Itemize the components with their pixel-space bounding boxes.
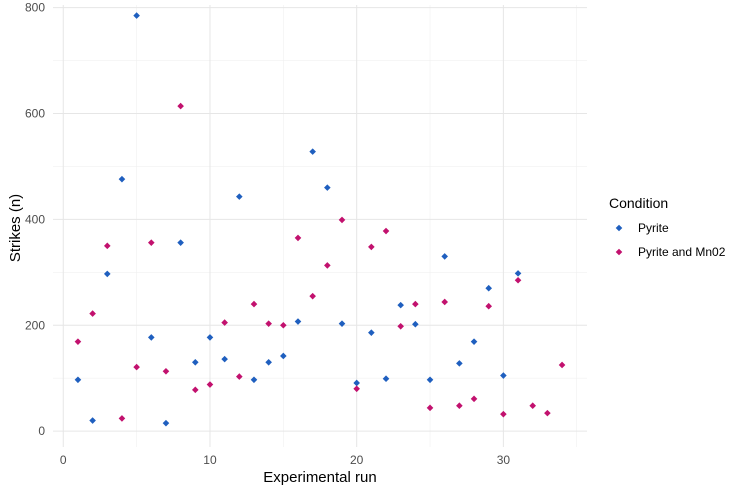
data-point	[192, 386, 199, 394]
series-pyrite-and-mn02	[74, 102, 566, 422]
data-point	[177, 239, 184, 246]
data-point	[558, 361, 566, 369]
data-point	[529, 402, 537, 410]
y-tick-label: 600	[25, 107, 45, 121]
legend-label-pyrite-and-mn02: Pyrite and Mn02	[638, 245, 726, 259]
data-point	[294, 318, 302, 325]
data-point	[426, 404, 434, 412]
x-tick-label: 10	[203, 453, 217, 467]
data-point	[89, 310, 96, 317]
data-point	[514, 276, 522, 284]
data-point	[236, 373, 243, 380]
legend-key-pyrite-and-mn02	[615, 248, 623, 256]
series-pyrite	[74, 12, 522, 427]
data-point	[514, 270, 522, 277]
data-point	[103, 270, 111, 278]
data-point	[368, 243, 375, 251]
data-point	[250, 300, 258, 308]
data-point	[221, 319, 228, 326]
data-point	[412, 320, 419, 328]
data-point	[500, 410, 507, 418]
x-tick-label: 30	[497, 453, 511, 467]
data-point	[382, 227, 390, 235]
data-point	[147, 239, 155, 246]
data-points	[74, 12, 566, 427]
x-axis-tick-labels: 0 10 20 30	[60, 453, 510, 467]
data-point	[397, 301, 404, 309]
data-point	[280, 352, 287, 360]
data-point	[338, 216, 346, 224]
data-point	[133, 363, 140, 371]
data-point	[500, 372, 507, 379]
y-tick-label: 800	[25, 1, 45, 15]
data-point	[456, 360, 463, 367]
data-point	[236, 193, 243, 200]
data-point	[353, 379, 360, 387]
minor-gridlines	[53, 5, 587, 447]
y-tick-label: 200	[25, 318, 45, 332]
major-gridlines	[53, 5, 587, 447]
data-point	[133, 12, 140, 19]
data-point	[118, 175, 126, 183]
data-point	[324, 184, 331, 191]
data-point	[456, 402, 463, 410]
data-point	[470, 338, 478, 345]
x-axis-title: Experimental run	[263, 469, 376, 486]
data-point	[441, 253, 448, 260]
x-tick-label: 20	[350, 453, 364, 467]
data-point	[309, 148, 316, 155]
data-point	[147, 334, 155, 341]
legend-label-pyrite: Pyrite	[638, 221, 669, 235]
data-point	[280, 321, 287, 329]
data-point	[412, 300, 419, 308]
data-point	[103, 242, 111, 250]
data-point	[74, 338, 82, 345]
y-axis-title: Strikes (n)	[7, 194, 24, 262]
data-point	[206, 381, 214, 388]
data-point	[485, 302, 493, 310]
data-point	[544, 409, 551, 417]
data-point	[118, 415, 126, 422]
data-point	[89, 417, 96, 424]
data-point	[162, 368, 170, 375]
legend-title: Condition	[609, 195, 668, 211]
legend: Condition Pyrite Pyrite and Mn02	[609, 195, 726, 259]
data-point	[470, 395, 478, 403]
y-axis-tick-labels: 0 200 400 600 800	[25, 1, 45, 438]
legend-key-pyrite	[615, 224, 623, 232]
data-point	[221, 355, 228, 363]
data-point	[338, 320, 346, 327]
data-point	[250, 376, 258, 384]
data-point	[441, 298, 448, 306]
legend-items: Pyrite Pyrite and Mn02	[615, 221, 726, 259]
data-point	[192, 359, 199, 366]
data-point	[162, 419, 170, 427]
data-point	[397, 323, 404, 330]
data-point	[382, 375, 390, 383]
data-point	[353, 385, 360, 393]
y-tick-label: 0	[38, 424, 45, 438]
data-point	[74, 376, 82, 384]
data-point	[206, 334, 214, 341]
y-tick-label: 400	[25, 212, 45, 226]
data-point	[309, 292, 316, 300]
data-point	[485, 284, 493, 292]
data-point	[265, 320, 272, 327]
data-point	[294, 234, 302, 242]
x-tick-label: 0	[60, 453, 67, 467]
data-point	[265, 359, 272, 366]
data-point	[177, 102, 184, 110]
data-point	[324, 262, 331, 269]
data-point	[368, 329, 375, 336]
data-point	[426, 376, 434, 384]
